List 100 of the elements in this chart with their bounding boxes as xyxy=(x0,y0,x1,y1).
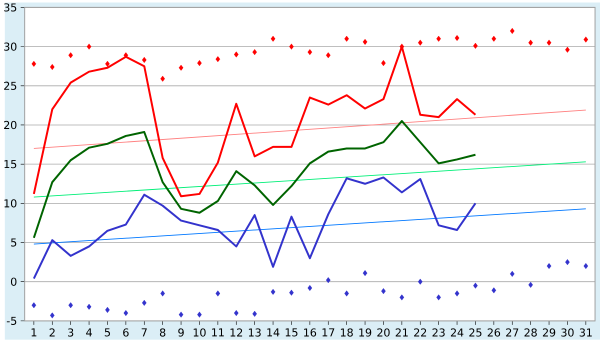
point xyxy=(584,36,588,43)
point xyxy=(344,36,349,42)
point xyxy=(270,36,276,42)
point xyxy=(418,40,423,46)
point xyxy=(454,35,460,42)
x-tick-label: 6 xyxy=(123,328,129,337)
point xyxy=(197,60,202,66)
point xyxy=(270,288,276,295)
y-tick-label: 30 xyxy=(4,42,16,51)
point xyxy=(234,310,239,316)
point xyxy=(510,28,515,34)
x-tick-label: 11 xyxy=(212,328,224,336)
y-tick-label: 35 xyxy=(4,3,16,12)
point xyxy=(454,290,460,296)
x-tick-label: 7 xyxy=(142,328,147,336)
point xyxy=(584,263,588,270)
point xyxy=(68,52,73,58)
y-tick-label: 5 xyxy=(11,238,16,247)
x-tick-label: 5 xyxy=(104,328,110,337)
x-tick-label: 4 xyxy=(86,328,92,336)
x-tick-label: 23 xyxy=(432,328,445,337)
point xyxy=(86,44,92,50)
point xyxy=(418,278,423,285)
point xyxy=(565,259,570,266)
y-tick-label: 25 xyxy=(4,82,16,90)
x-tick-label: 28 xyxy=(524,328,537,337)
point xyxy=(473,42,478,49)
point xyxy=(124,310,128,316)
x-tick-label: 27 xyxy=(506,328,518,336)
point xyxy=(252,310,257,317)
x-tick-label: 29 xyxy=(542,328,556,337)
point xyxy=(308,285,312,291)
x-tick-label: 14 xyxy=(267,328,280,336)
point xyxy=(308,49,312,56)
point xyxy=(105,306,110,313)
point xyxy=(105,60,110,67)
y-tick-label: 10 xyxy=(4,199,16,208)
point xyxy=(216,290,220,296)
point xyxy=(326,52,331,58)
point xyxy=(492,36,496,42)
point xyxy=(289,44,294,50)
x-tick-label: 8 xyxy=(160,328,166,337)
y-tick-label: 0 xyxy=(10,278,16,286)
x-tick-label: 13 xyxy=(248,328,261,337)
x-tick-label: 25 xyxy=(469,328,482,337)
point xyxy=(68,302,73,308)
x-tick-label: 22 xyxy=(414,328,426,336)
point xyxy=(510,270,515,277)
x-tick-label: 19 xyxy=(359,328,372,337)
point xyxy=(50,312,55,318)
point xyxy=(216,56,220,62)
x-tick-label: 26 xyxy=(488,328,500,337)
x-tick-label: 20 xyxy=(377,328,390,337)
point xyxy=(528,40,533,46)
point xyxy=(400,294,404,300)
point xyxy=(234,52,239,58)
point xyxy=(528,282,533,288)
y-tick-label: 20 xyxy=(4,120,16,130)
point xyxy=(362,270,368,276)
line-series xyxy=(32,176,476,280)
point xyxy=(32,60,36,67)
point xyxy=(178,64,184,71)
x-tick-label: 12 xyxy=(230,328,242,336)
point xyxy=(492,287,496,294)
x-tick-label: 1 xyxy=(32,328,36,336)
point xyxy=(362,38,368,45)
point xyxy=(381,60,386,66)
y-tick-label: -5 xyxy=(6,316,16,325)
x-tick-label: 30 xyxy=(561,328,574,337)
point xyxy=(473,282,478,289)
point xyxy=(160,76,165,82)
x-tick-label: 3 xyxy=(68,328,74,337)
point xyxy=(50,64,55,70)
point xyxy=(197,312,202,318)
line-series xyxy=(32,120,476,239)
point xyxy=(142,300,147,306)
x-tick-label: 18 xyxy=(340,328,353,337)
x-tick-label: 15 xyxy=(286,328,298,337)
x-tick-label: 31 xyxy=(580,328,592,337)
point xyxy=(142,56,147,63)
point xyxy=(86,304,92,310)
x-tick-label: 17 xyxy=(322,328,334,336)
point xyxy=(344,290,349,296)
point xyxy=(252,49,257,56)
point xyxy=(178,312,184,318)
x-tick-label: 10 xyxy=(194,328,206,337)
y-tick-label: 15 xyxy=(4,160,16,168)
x-tick-label: 24 xyxy=(450,328,464,336)
point xyxy=(546,263,552,270)
point xyxy=(565,46,570,53)
point xyxy=(32,302,36,308)
point xyxy=(436,294,441,300)
point xyxy=(381,288,386,294)
x-tick-label: 2 xyxy=(50,328,55,336)
point xyxy=(436,36,441,42)
x-tick-label: 21 xyxy=(396,328,408,336)
x-tick-label: 9 xyxy=(178,328,184,337)
point xyxy=(326,277,331,284)
x-tick-label: 16 xyxy=(304,328,316,337)
point xyxy=(546,40,552,46)
